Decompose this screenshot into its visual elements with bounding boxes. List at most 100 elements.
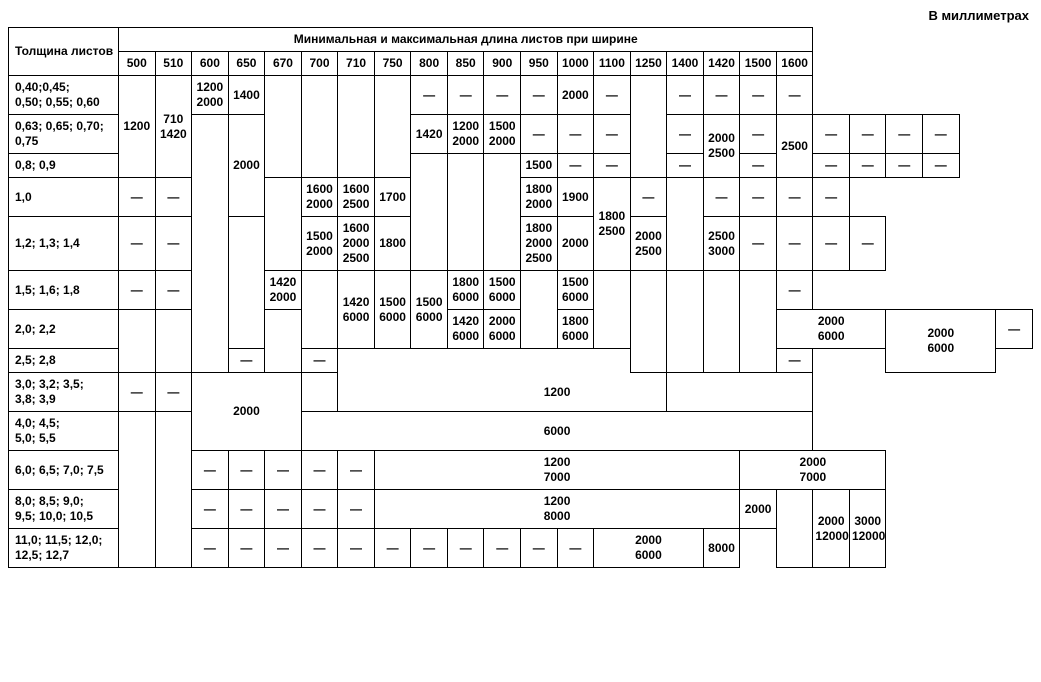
cell <box>411 154 448 271</box>
cell: — <box>338 451 375 490</box>
cell: — <box>265 529 302 568</box>
header-row-label: Толщина листов <box>9 28 119 76</box>
cell: — <box>557 154 594 178</box>
cell: 2000 <box>228 115 265 217</box>
cell: — <box>667 115 704 154</box>
cell: 7101420 <box>155 76 192 178</box>
cell: — <box>667 76 704 115</box>
unit-label: В миллиметрах <box>8 8 1033 23</box>
cell: — <box>155 217 192 271</box>
cell: — <box>703 178 740 217</box>
cell: 18002500 <box>594 178 631 271</box>
cell <box>630 76 667 178</box>
cell: 20007000 <box>740 451 886 490</box>
col-710: 710 <box>338 52 375 76</box>
cell: — <box>813 154 850 178</box>
cell: 14202000 <box>265 271 302 310</box>
cell: — <box>630 178 667 217</box>
cell: — <box>374 529 411 568</box>
cell: 15006000 <box>411 271 448 349</box>
cell: — <box>776 178 813 217</box>
cell: — <box>301 451 338 490</box>
cell: 15002000 <box>484 115 521 154</box>
cell: 20006000 <box>484 310 521 349</box>
cell: — <box>484 529 521 568</box>
cell <box>192 115 229 373</box>
cell: 1900 <box>557 178 594 217</box>
cell: 12007000 <box>374 451 739 490</box>
cell: — <box>923 154 960 178</box>
cell: 14206000 <box>338 271 375 349</box>
cell <box>155 412 192 568</box>
cell: — <box>265 490 302 529</box>
cell: — <box>776 76 813 115</box>
cell: — <box>301 529 338 568</box>
row-label-2: 0,63; 0,65; 0,70;0,75 <box>9 115 119 154</box>
cell: — <box>594 76 631 115</box>
cell: 2000 <box>557 76 594 115</box>
col-670: 670 <box>265 52 302 76</box>
cell <box>119 310 156 373</box>
cell: 2000 <box>192 373 302 451</box>
cell: — <box>594 154 631 178</box>
col-1500: 1500 <box>740 52 777 76</box>
table-row: 0,40;0,45;0,50; 0,55; 0,60 1200 7101420 … <box>9 76 1033 115</box>
table-row: 4,0; 4,5;5,0; 5,5 6000 <box>9 412 1033 451</box>
cell <box>301 271 338 349</box>
cell: — <box>740 217 777 271</box>
cell: — <box>813 178 850 217</box>
cell <box>667 271 704 373</box>
cell: 14206000 <box>447 310 484 349</box>
col-1400: 1400 <box>667 52 704 76</box>
cell: — <box>703 76 740 115</box>
cell: 180020002500 <box>521 217 558 271</box>
cell: — <box>849 217 886 271</box>
cell: 15006000 <box>374 271 411 349</box>
col-800: 800 <box>411 52 448 76</box>
cell <box>119 412 156 568</box>
table-row: 2,0; 2,2 14206000 20006000 18006000 2000… <box>9 310 1033 349</box>
cell: — <box>557 529 594 568</box>
cell: 12002000 <box>447 115 484 154</box>
header-widths-row: 500 510 600 650 670 700 710 750 800 850 … <box>9 52 1033 76</box>
col-1600: 1600 <box>776 52 813 76</box>
cell: — <box>338 490 375 529</box>
row-label-13: 11,0; 11,5; 12,0;12,5; 12,7 <box>9 529 119 568</box>
cell: — <box>813 217 850 271</box>
cell: — <box>849 154 886 178</box>
cell: — <box>740 76 777 115</box>
cell: 20006000 <box>776 310 886 349</box>
cell: — <box>886 115 923 154</box>
cell: — <box>119 373 156 412</box>
cell: 20002500 <box>630 217 667 271</box>
col-1250: 1250 <box>630 52 667 76</box>
cell: — <box>192 529 229 568</box>
col-750: 750 <box>374 52 411 76</box>
cell: — <box>301 490 338 529</box>
cell <box>484 154 521 271</box>
cell <box>667 178 704 271</box>
cell: 1200 <box>301 373 813 412</box>
cell: — <box>301 349 338 373</box>
cell <box>265 178 302 271</box>
cell: — <box>155 271 192 310</box>
cell: — <box>119 271 156 310</box>
cell: — <box>265 451 302 490</box>
cell: 2000 <box>740 490 777 529</box>
cell <box>301 76 338 178</box>
cell <box>703 271 740 373</box>
row-label-12: 8,0; 8,5; 9,0;9,5; 10,0; 10,5 <box>9 490 119 529</box>
col-510: 510 <box>155 52 192 76</box>
cell <box>338 76 375 178</box>
cell: — <box>996 310 1033 349</box>
cell: — <box>155 178 192 217</box>
cell: 18006000 <box>557 310 594 349</box>
cell: 12008000 <box>374 490 739 529</box>
row-label-1: 0,40;0,45;0,50; 0,55; 0,60 <box>9 76 119 115</box>
cell: — <box>228 490 265 529</box>
cell <box>521 271 558 349</box>
row-label-3: 0,8; 0,9 <box>9 154 119 178</box>
cell: — <box>228 529 265 568</box>
cell <box>265 310 302 373</box>
row-label-11: 6,0; 6,5; 7,0; 7,5 <box>9 451 119 490</box>
